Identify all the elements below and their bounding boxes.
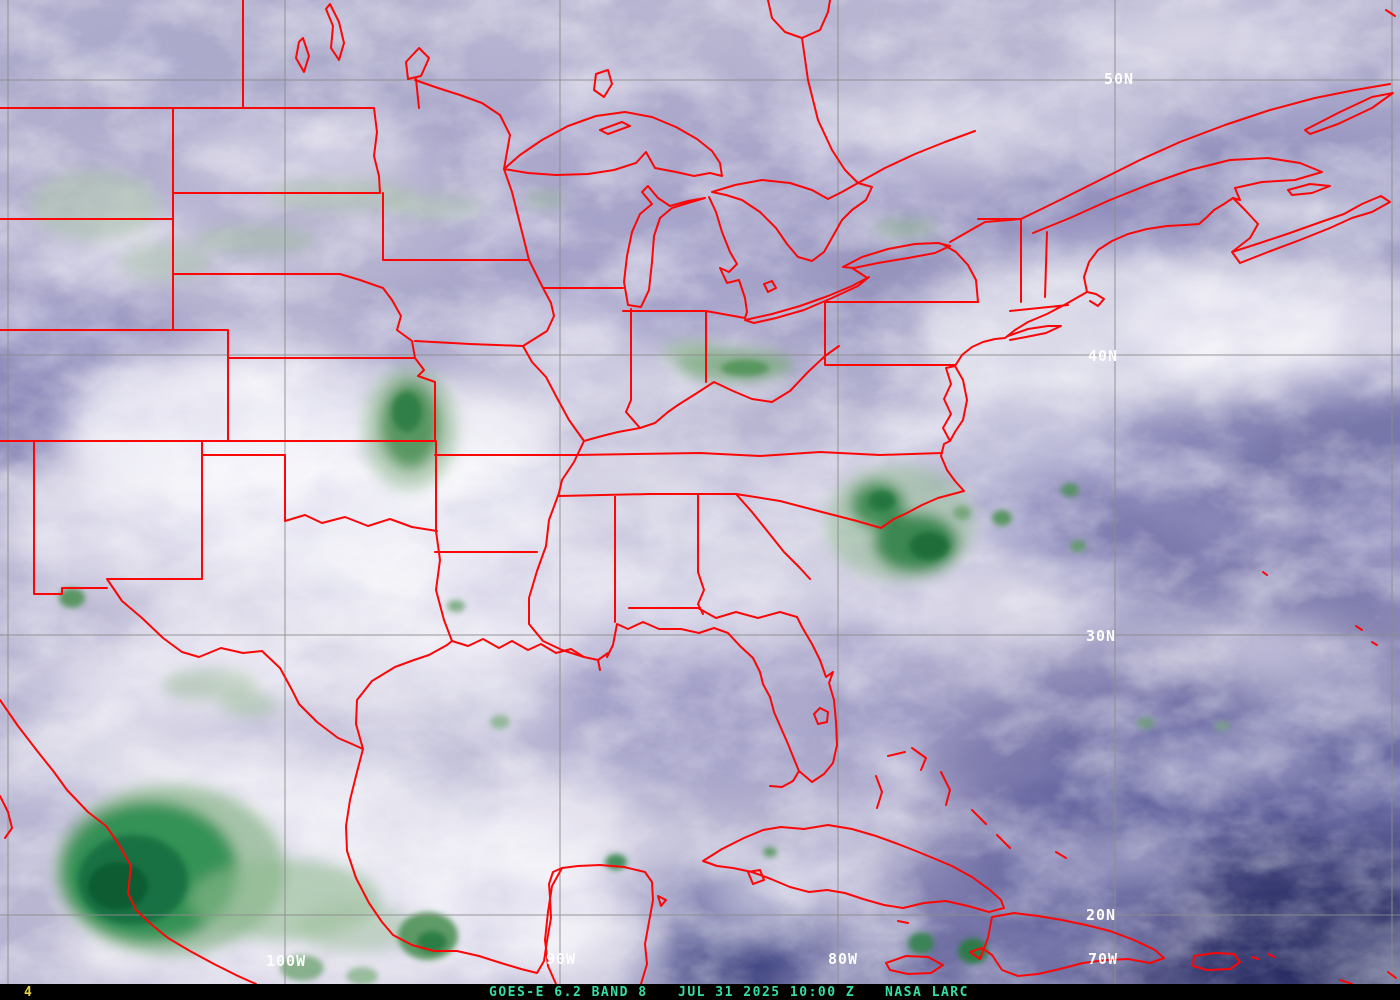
product-label: GOES-E 6.2 BAND 8 — [489, 985, 648, 1000]
us-coastlines — [451, 197, 1234, 788]
status-bar: 4 GOES-E 6.2 BAND 8 JUL 31 2025 10:00 Z … — [0, 984, 1400, 1000]
lat-label-30n: 30N — [1086, 627, 1116, 645]
great-lakes-canada — [242, 0, 1396, 324]
us-west-borders — [0, 107, 530, 750]
frame-number: 4 — [24, 985, 34, 1000]
lon-label-80w: 80W — [828, 950, 858, 968]
mexico-caribbean — [0, 571, 1397, 984]
lat-label-20n: 20N — [1086, 906, 1116, 924]
lat-label-40n: 40N — [1088, 347, 1118, 365]
grid-labels: 50N 40N 30N 20N 100W 90W 80W 70W — [266, 70, 1134, 970]
us-central-borders — [434, 168, 979, 671]
lon-label-70w: 70W — [1088, 950, 1118, 968]
credit-label: NASA LARC — [885, 985, 969, 1000]
lat-label-50n: 50N — [1104, 70, 1134, 88]
lon-label-90w: 90W — [546, 950, 576, 968]
lon-label-100w: 100W — [266, 952, 306, 970]
timestamp-label: JUL 31 2025 10:00 Z — [678, 985, 856, 1000]
